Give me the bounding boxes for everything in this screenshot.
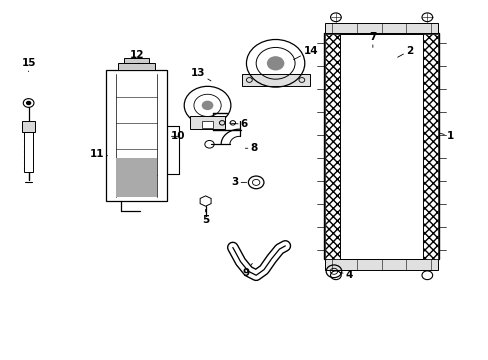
Text: 3: 3 bbox=[231, 177, 246, 188]
Text: 15: 15 bbox=[21, 58, 36, 72]
Bar bbox=[339, 34, 423, 258]
Text: 1: 1 bbox=[439, 131, 453, 141]
Bar bbox=[123, 58, 149, 63]
Text: 6: 6 bbox=[229, 120, 247, 130]
Bar bbox=[22, 121, 35, 132]
Bar bbox=[201, 121, 213, 127]
Bar bbox=[325, 23, 437, 33]
Text: 11: 11 bbox=[89, 149, 107, 159]
Text: 13: 13 bbox=[190, 68, 211, 81]
Text: 8: 8 bbox=[245, 143, 257, 153]
Text: 4: 4 bbox=[339, 270, 352, 280]
Text: 9: 9 bbox=[243, 264, 252, 278]
Bar bbox=[324, 33, 438, 260]
Bar bbox=[241, 75, 309, 86]
Bar bbox=[24, 132, 33, 172]
Bar bbox=[190, 117, 224, 129]
Bar bbox=[325, 260, 437, 270]
Text: 10: 10 bbox=[171, 131, 185, 141]
Circle shape bbox=[26, 101, 31, 105]
Text: 7: 7 bbox=[368, 32, 376, 48]
Text: 14: 14 bbox=[293, 46, 317, 60]
Bar bbox=[116, 158, 157, 198]
Polygon shape bbox=[200, 196, 211, 206]
Bar bbox=[325, 34, 339, 258]
Bar bbox=[118, 63, 155, 71]
Text: 2: 2 bbox=[397, 46, 412, 57]
Circle shape bbox=[266, 56, 284, 71]
Text: 12: 12 bbox=[130, 50, 144, 64]
Bar bbox=[423, 34, 437, 258]
Bar bbox=[106, 71, 166, 202]
Text: 5: 5 bbox=[202, 210, 209, 225]
Circle shape bbox=[201, 100, 213, 110]
